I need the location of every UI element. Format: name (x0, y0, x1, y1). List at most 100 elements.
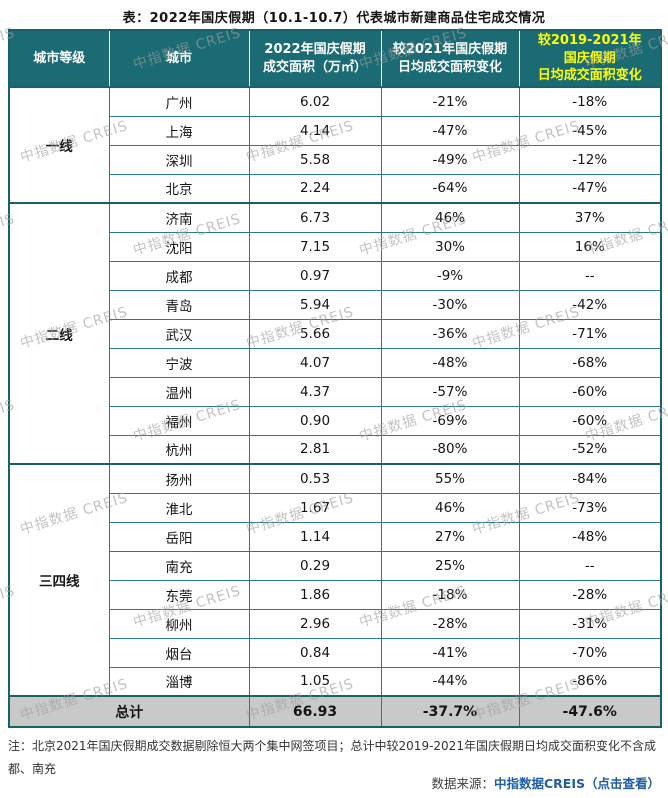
area-cell: 5.66 (248, 318, 382, 349)
city-cell: 福州 (108, 405, 250, 436)
area-cell: 1.67 (248, 492, 382, 523)
vs2021-cell: -48% (380, 347, 520, 378)
vs2019-2021-cell: -48% (518, 521, 662, 552)
vs2021-cell: -21% (380, 86, 520, 117)
vs2019-2021-cell: -86% (518, 666, 662, 697)
table-row: 福州 0.90 -69% -60% (9, 405, 662, 436)
table-row: 沈阳 7.15 30% 16% (9, 231, 662, 262)
source-link[interactable]: 中指数据CREIS（点击查看） (494, 776, 660, 791)
vs2019-2021-cell: 16% (518, 231, 662, 262)
table-row: 杭州 2.81 -80% -52% (9, 434, 662, 465)
vs2021-cell: -64% (380, 173, 520, 204)
vs2021-cell: -69% (380, 405, 520, 436)
column-header: 较2021年国庆假期 日均成交面积变化 (380, 30, 519, 88)
total-area-cell: 66.93 (248, 695, 382, 728)
area-cell: 5.58 (248, 144, 382, 175)
vs2021-cell: -57% (380, 376, 520, 407)
vs2021-cell: 30% (380, 231, 520, 262)
area-cell: 0.97 (248, 260, 382, 291)
area-cell: 1.86 (248, 579, 382, 610)
city-cell: 南充 (108, 550, 250, 581)
area-cell: 1.05 (248, 666, 382, 697)
vs2021-cell: 55% (380, 463, 520, 494)
city-cell: 深圳 (108, 144, 250, 175)
table-body: 一线 广州 6.02 -21% -18% 上海 4.14 -47% -45% 深圳 5.58 -49%… (8, 86, 662, 728)
city-cell: 宁波 (108, 347, 250, 378)
area-cell: 0.53 (248, 463, 382, 494)
table-row: 淮北 1.67 46% -73% (9, 492, 662, 523)
table-row: 烟台 0.84 -41% -70% (9, 637, 662, 668)
area-cell: 6.02 (248, 86, 382, 117)
area-cell: 0.90 (248, 405, 382, 436)
table-row: 北京 2.24 -64% -47% (9, 173, 662, 204)
area-cell: 2.81 (248, 434, 382, 465)
source-prefix: 数据来源： (431, 776, 494, 791)
vs2021-cell: 46% (380, 202, 520, 233)
total-row: 总计 66.93 -37.7% -47.6% (8, 695, 662, 728)
area-cell: 4.37 (248, 376, 382, 407)
total-label-cell: 总计 (8, 695, 250, 728)
vs2019-2021-cell: -68% (518, 347, 662, 378)
city-cell: 广州 (108, 86, 250, 117)
city-cell: 烟台 (108, 637, 250, 668)
vs2019-2021-cell: -47% (518, 173, 662, 204)
tier-cell: 三四线 (8, 463, 110, 697)
vs2019-2021-cell: -31% (518, 608, 662, 639)
table-row: 三四线 扬州 0.53 55% -84% (8, 463, 662, 697)
area-cell: 0.29 (248, 550, 382, 581)
city-cell: 上海 (108, 115, 250, 146)
vs2019-2021-cell: -70% (518, 637, 662, 668)
vs2021-cell: -47% (380, 115, 520, 146)
column-header: 较2019-2021年 国庆假期 日均成交面积变化 (518, 30, 661, 88)
area-cell: 4.14 (248, 115, 382, 146)
vs2021-cell: -44% (380, 666, 520, 697)
vs2019-2021-cell: -- (518, 550, 662, 581)
vs2019-2021-cell: -52% (518, 434, 662, 465)
vs2019-2021-cell: -42% (518, 289, 662, 320)
area-cell: 7.15 (248, 231, 382, 262)
city-cell: 扬州 (108, 463, 250, 494)
area-cell: 2.96 (248, 608, 382, 639)
tier-cell: 一线 (8, 86, 110, 204)
city-cell: 东莞 (108, 579, 250, 610)
vs2019-2021-cell: 37% (518, 202, 662, 233)
city-cell: 北京 (108, 173, 250, 204)
city-cell: 武汉 (108, 318, 250, 349)
vs2019-2021-cell: -71% (518, 318, 662, 349)
city-cell: 成都 (108, 260, 250, 291)
table-row: 二线 济南 6.73 46% 37% (8, 202, 662, 465)
city-cell: 青岛 (108, 289, 250, 320)
vs2019-2021-cell: -84% (518, 463, 662, 494)
transactions-table: 城市等级 城市 2022年国庆假期 成交面积（万㎡） 较2021年国庆假期 日均成交面积变… (8, 29, 662, 728)
table-row: 上海 4.14 -47% -45% (9, 115, 662, 146)
column-header: 城市等级 (9, 30, 109, 88)
header-row: 城市等级 城市 2022年国庆假期 成交面积（万㎡） 较2021年国庆假期 日均成交面积变… (9, 30, 661, 88)
column-header: 城市 (108, 30, 249, 88)
table-header: 城市等级 城市 2022年国庆假期 成交面积（万㎡） 较2021年国庆假期 日均成交面积变… (9, 30, 661, 88)
area-cell: 0.84 (248, 637, 382, 668)
total-vs2021-cell: -37.7% (380, 695, 520, 728)
vs2021-cell: -18% (380, 579, 520, 610)
footnote: 注：北京2021年国庆假期成交数据剔除恒大两个集中网签项目；总计中较2019-2… (8, 739, 656, 776)
city-cell: 岳阳 (108, 521, 250, 552)
table-title: 表：2022年国庆假期（10.1-10.7）代表城市新建商品住宅成交情况 (122, 11, 546, 26)
table-row: 成都 0.97 -9% -- (9, 260, 662, 291)
vs2019-2021-cell: -28% (518, 579, 662, 610)
city-cell: 柳州 (108, 608, 250, 639)
vs2021-cell: -36% (380, 318, 520, 349)
vs2019-2021-cell: -12% (518, 144, 662, 175)
city-cell: 温州 (108, 376, 250, 407)
vs2019-2021-cell: -- (518, 260, 662, 291)
area-cell: 5.94 (248, 289, 382, 320)
area-cell: 1.14 (248, 521, 382, 552)
area-cell: 4.07 (248, 347, 382, 378)
vs2021-cell: -30% (380, 289, 520, 320)
city-cell: 杭州 (108, 434, 250, 465)
vs2021-cell: 27% (380, 521, 520, 552)
area-cell: 2.24 (248, 173, 382, 204)
vs2019-2021-cell: -60% (518, 405, 662, 436)
table-row: 东莞 1.86 -18% -28% (9, 579, 662, 610)
vs2021-cell: -28% (380, 608, 520, 639)
table-row: 宁波 4.07 -48% -68% (9, 347, 662, 378)
